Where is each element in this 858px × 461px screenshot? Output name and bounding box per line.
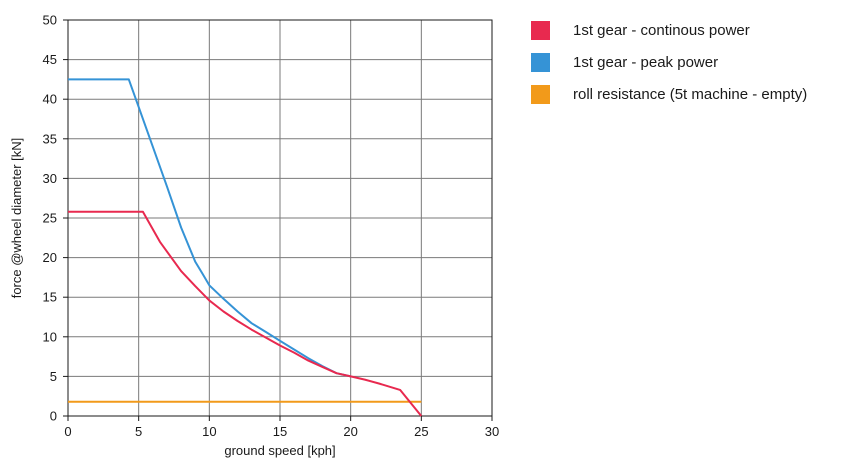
legend-swatch — [531, 52, 550, 72]
series-line-1 — [68, 78, 351, 378]
legend-item-continuous-power: 1st gear - continous power — [531, 20, 807, 40]
series-line-0 — [68, 210, 423, 417]
x-axis-label: ground speed [kph] — [224, 443, 335, 458]
x-tick-label: 0 — [64, 424, 71, 439]
y-tick-label: 0 — [50, 409, 57, 424]
y-tick-label: 30 — [43, 171, 57, 186]
y-tick-label: 10 — [43, 329, 57, 344]
legend-swatch — [531, 84, 550, 104]
y-tick-label: 15 — [43, 290, 57, 305]
y-tick-label: 5 — [50, 369, 57, 384]
x-tick-label: 10 — [202, 424, 216, 439]
x-tick-label: 15 — [273, 424, 287, 439]
y-axis-label: force @wheel diameter [kN] — [9, 138, 24, 299]
y-tick-label: 25 — [43, 211, 57, 226]
x-tick-label: 25 — [414, 424, 428, 439]
x-tick-label: 5 — [135, 424, 142, 439]
legend-item-peak-power: 1st gear - peak power — [531, 52, 807, 72]
legend-label: 1st gear - continous power — [573, 21, 750, 39]
legend-label: 1st gear - peak power — [573, 53, 719, 71]
axis-ticks: 0 5 10 15 20 25 30 0 5 10 15 20 25 30 35 40 45 50 — [43, 13, 500, 440]
legend-label: roll resistance (5t machine - empty) — [573, 85, 808, 103]
y-tick-label: 40 — [43, 92, 57, 107]
y-tick-label: 35 — [43, 131, 57, 146]
legend-item-roll-resistance: roll resistance (5t machine - empty) — [531, 84, 807, 104]
x-tick-label: 30 — [485, 424, 499, 439]
grid — [67, 19, 493, 417]
x-tick-label: 20 — [343, 424, 357, 439]
y-tick-label: 45 — [43, 52, 57, 67]
y-tick-label: 20 — [43, 250, 57, 265]
y-tick-label: 50 — [43, 13, 57, 28]
series-lines — [68, 78, 423, 417]
legend: 1st gear - continous power 1st gear - pe… — [531, 20, 807, 116]
legend-swatch — [531, 20, 550, 40]
